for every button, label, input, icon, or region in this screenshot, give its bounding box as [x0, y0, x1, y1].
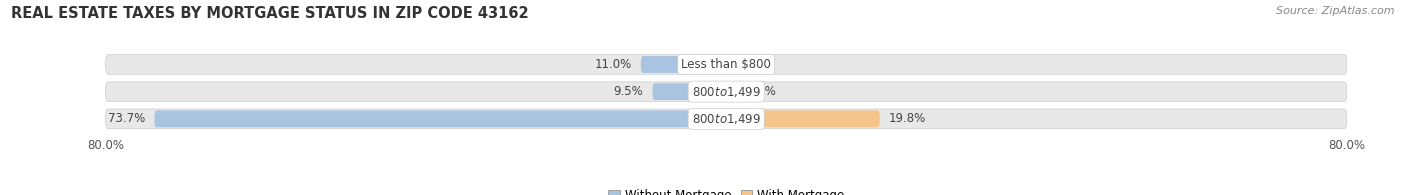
- FancyBboxPatch shape: [105, 109, 1347, 129]
- Text: 73.7%: 73.7%: [108, 112, 145, 125]
- FancyBboxPatch shape: [725, 110, 880, 127]
- FancyBboxPatch shape: [105, 82, 1347, 101]
- Text: Source: ZipAtlas.com: Source: ZipAtlas.com: [1277, 6, 1395, 16]
- FancyBboxPatch shape: [652, 83, 725, 100]
- Text: 19.8%: 19.8%: [889, 112, 927, 125]
- Text: Less than $800: Less than $800: [682, 58, 770, 71]
- FancyBboxPatch shape: [641, 56, 725, 73]
- FancyBboxPatch shape: [725, 83, 737, 100]
- Legend: Without Mortgage, With Mortgage: Without Mortgage, With Mortgage: [603, 184, 849, 195]
- Text: 1.4%: 1.4%: [747, 85, 776, 98]
- Text: $800 to $1,499: $800 to $1,499: [692, 112, 761, 126]
- Text: $800 to $1,499: $800 to $1,499: [692, 85, 761, 99]
- FancyBboxPatch shape: [105, 55, 1347, 74]
- Text: 0.0%: 0.0%: [735, 58, 765, 71]
- FancyBboxPatch shape: [155, 110, 725, 127]
- Text: 9.5%: 9.5%: [613, 85, 643, 98]
- Text: REAL ESTATE TAXES BY MORTGAGE STATUS IN ZIP CODE 43162: REAL ESTATE TAXES BY MORTGAGE STATUS IN …: [11, 6, 529, 21]
- Text: 11.0%: 11.0%: [595, 58, 631, 71]
